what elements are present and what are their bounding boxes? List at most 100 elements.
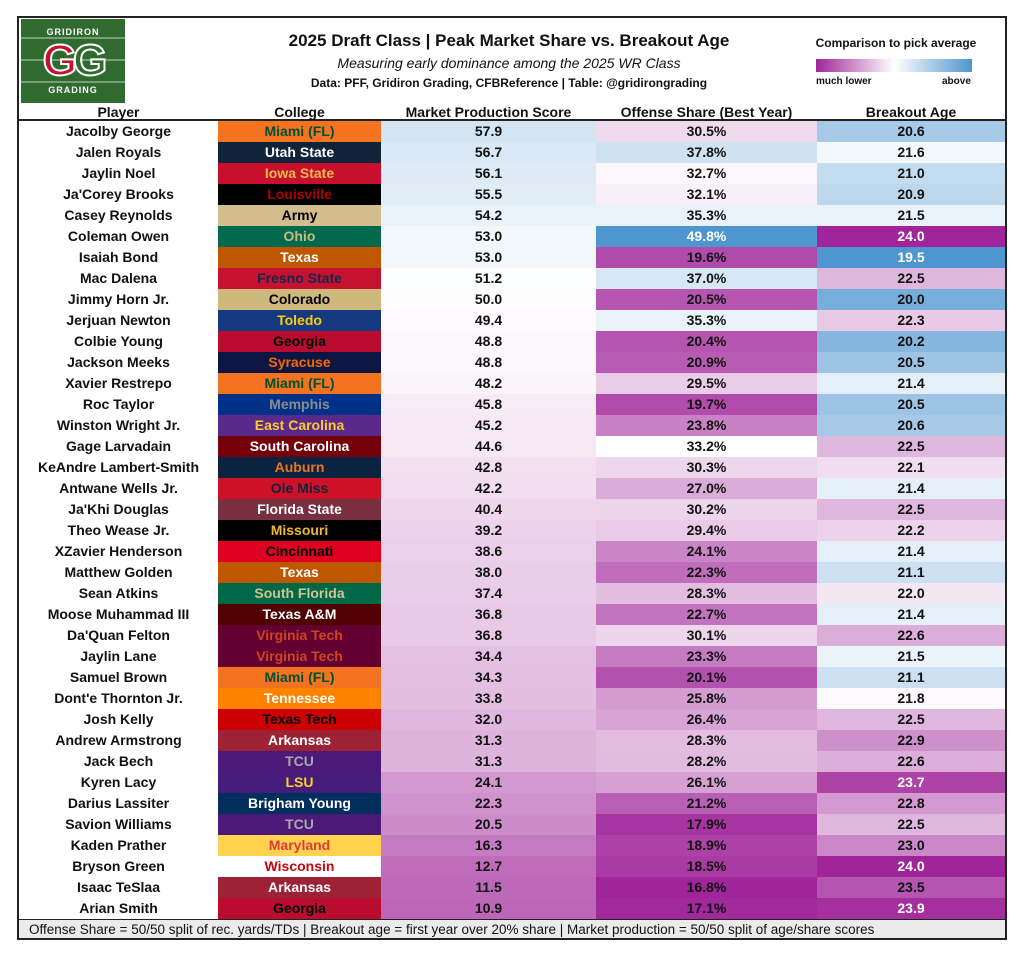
market-production-score: 37.4 bbox=[381, 583, 596, 604]
table-body: Jacolby George Miami (FL) 57.9 30.5% 20.6 Jal… bbox=[19, 121, 1005, 919]
offense-share: 32.1% bbox=[596, 184, 817, 205]
market-production-score: 53.0 bbox=[381, 226, 596, 247]
table-frame: GRIDIRON GG GRADING 2025 Draft Class | P… bbox=[17, 16, 1007, 940]
offense-share: 26.1% bbox=[596, 772, 817, 793]
breakout-age: 20.5 bbox=[817, 394, 1005, 415]
gridiron-grading-logo: GRIDIRON GG GRADING bbox=[21, 19, 125, 103]
player-name: XZavier Henderson bbox=[54, 543, 183, 559]
offense-share: 27.0% bbox=[596, 478, 817, 499]
player-name: Andrew Armstrong bbox=[55, 732, 182, 748]
market-production-score: 56.1 bbox=[381, 163, 596, 184]
breakout-age: 22.0 bbox=[817, 583, 1005, 604]
offense-share: 20.9% bbox=[596, 352, 817, 373]
college-name: Auburn bbox=[218, 457, 381, 478]
breakout-age: 20.5 bbox=[817, 352, 1005, 373]
logo-letters: GG bbox=[42, 36, 109, 85]
breakout-age: 21.4 bbox=[817, 478, 1005, 499]
offense-share: 30.2% bbox=[596, 499, 817, 520]
college-name: Louisville bbox=[218, 184, 381, 205]
offense-share: 28.3% bbox=[596, 583, 817, 604]
market-production-score: 48.8 bbox=[381, 331, 596, 352]
college-name: Arkansas bbox=[218, 877, 381, 898]
market-production-score: 36.8 bbox=[381, 625, 596, 646]
college-name: Brigham Young bbox=[218, 793, 381, 814]
table-row: Kaden Prather Maryland 16.3 18.9% 23.0 bbox=[19, 835, 1005, 856]
player-name: Isaiah Bond bbox=[78, 249, 159, 265]
market-production-score: 34.3 bbox=[381, 667, 596, 688]
player-name: Antwane Wells Jr. bbox=[59, 480, 178, 496]
player-name: Matthew Golden bbox=[64, 564, 173, 580]
player-name: Jaylin Lane bbox=[80, 648, 157, 664]
breakout-age: 19.5 bbox=[817, 247, 1005, 268]
market-production-score: 55.5 bbox=[381, 184, 596, 205]
breakout-age: 22.2 bbox=[817, 520, 1005, 541]
player-name: Arian Smith bbox=[79, 900, 158, 916]
college-name: Ohio bbox=[218, 226, 381, 247]
market-production-score: 31.3 bbox=[381, 730, 596, 751]
column-header-market-production-score: Market Production Score bbox=[405, 104, 572, 120]
player-name: Bryson Green bbox=[72, 858, 165, 874]
breakout-age: 24.0 bbox=[817, 226, 1005, 247]
logo-bottom-word: GRADING bbox=[48, 85, 98, 95]
offense-share: 30.5% bbox=[596, 121, 817, 142]
player-name: Winston Wright Jr. bbox=[56, 417, 181, 433]
legend-high-label: above bbox=[942, 76, 971, 87]
offense-share: 28.2% bbox=[596, 751, 817, 772]
header: GRIDIRON GG GRADING 2025 Draft Class | P… bbox=[19, 18, 1005, 103]
college-name: Wisconsin bbox=[218, 856, 381, 877]
table-row: Kyren Lacy LSU 24.1 26.1% 23.7 bbox=[19, 772, 1005, 793]
college-name: LSU bbox=[218, 772, 381, 793]
market-production-score: 42.8 bbox=[381, 457, 596, 478]
college-name: Georgia bbox=[218, 898, 381, 919]
table-row: Theo Wease Jr. Missouri 39.2 29.4% 22.2 bbox=[19, 520, 1005, 541]
breakout-age: 22.6 bbox=[817, 625, 1005, 646]
breakout-age: 21.4 bbox=[817, 541, 1005, 562]
player-name: Moose Muhammad III bbox=[47, 606, 190, 622]
column-headers: Player College Market Production Score O… bbox=[19, 102, 1005, 121]
offense-share: 32.7% bbox=[596, 163, 817, 184]
college-name: Iowa State bbox=[218, 163, 381, 184]
player-name: Roc Taylor bbox=[82, 396, 155, 412]
offense-share: 20.5% bbox=[596, 289, 817, 310]
offense-share: 24.1% bbox=[596, 541, 817, 562]
table-row: Andrew Armstrong Arkansas 31.3 28.3% 22.9 bbox=[19, 730, 1005, 751]
market-production-score: 45.2 bbox=[381, 415, 596, 436]
college-name: Colorado bbox=[218, 289, 381, 310]
player-name: Ja'Khi Douglas bbox=[68, 501, 169, 517]
offense-share: 22.3% bbox=[596, 562, 817, 583]
breakout-age: 20.0 bbox=[817, 289, 1005, 310]
offense-share: 22.7% bbox=[596, 604, 817, 625]
offense-share: 19.6% bbox=[596, 247, 817, 268]
table-row: XZavier Henderson Cincinnati 38.6 24.1% 21.4 bbox=[19, 541, 1005, 562]
player-name: Mac Dalena bbox=[79, 270, 158, 286]
college-name: Toledo bbox=[218, 310, 381, 331]
player-name: Gage Larvadain bbox=[65, 438, 172, 454]
offense-share: 16.8% bbox=[596, 877, 817, 898]
table-row: Isaiah Bond Texas 53.0 19.6% 19.5 bbox=[19, 247, 1005, 268]
breakout-age: 22.5 bbox=[817, 499, 1005, 520]
player-name: Kaden Prather bbox=[70, 837, 167, 853]
market-production-score: 49.4 bbox=[381, 310, 596, 331]
breakout-age: 23.9 bbox=[817, 898, 1005, 919]
table-row: Gage Larvadain South Carolina 44.6 33.2% 22.… bbox=[19, 436, 1005, 457]
offense-share: 30.3% bbox=[596, 457, 817, 478]
college-name: Memphis bbox=[218, 394, 381, 415]
player-name: Xavier Restrepo bbox=[65, 375, 172, 391]
offense-share: 19.7% bbox=[596, 394, 817, 415]
college-name: Georgia bbox=[218, 331, 381, 352]
breakout-age: 22.3 bbox=[817, 310, 1005, 331]
table-row: Jacolby George Miami (FL) 57.9 30.5% 20.6 bbox=[19, 121, 1005, 142]
player-name: Kyren Lacy bbox=[80, 774, 157, 790]
offense-share: 23.3% bbox=[596, 646, 817, 667]
table-row: KeAndre Lambert-Smith Auburn 42.8 30.3% 22.1 bbox=[19, 457, 1005, 478]
table-row: Jimmy Horn Jr. Colorado 50.0 20.5% 20.0 bbox=[19, 289, 1005, 310]
table-row: Sean Atkins South Florida 37.4 28.3% 22.0 bbox=[19, 583, 1005, 604]
market-production-score: 36.8 bbox=[381, 604, 596, 625]
breakout-age: 21.6 bbox=[817, 142, 1005, 163]
breakout-age: 21.4 bbox=[817, 373, 1005, 394]
table-row: Casey Reynolds Army 54.2 35.3% 21.5 bbox=[19, 205, 1005, 226]
breakout-age: 21.8 bbox=[817, 688, 1005, 709]
college-name: TCU bbox=[218, 751, 381, 772]
column-header-player: Player bbox=[97, 104, 140, 120]
data-source: Data: PFF, Gridiron Grading, CFBReferenc… bbox=[310, 76, 708, 90]
